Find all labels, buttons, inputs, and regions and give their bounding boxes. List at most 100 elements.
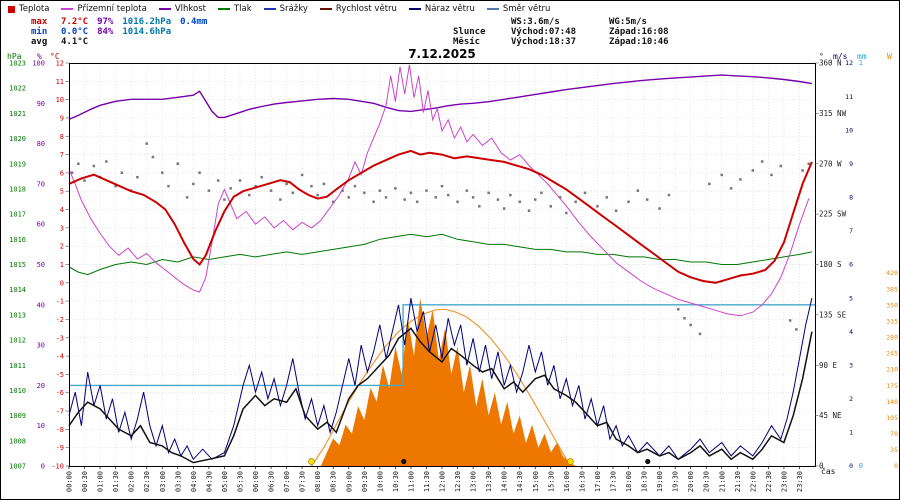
series-wind_ms xyxy=(68,297,813,461)
svg-text:20:00: 20:00 xyxy=(687,471,695,492)
svg-text:17:30: 17:30 xyxy=(609,471,617,492)
svg-text:-1: -1 xyxy=(56,298,64,306)
sunrise-value: Východ:07:48 xyxy=(511,27,577,37)
svg-text:9: 9 xyxy=(849,160,853,168)
svg-text:04:30: 04:30 xyxy=(205,471,213,492)
stat-value: 97% xyxy=(97,17,114,27)
svg-text:180 S: 180 S xyxy=(819,260,842,269)
sun-moon-markers xyxy=(308,458,651,465)
svg-text:W: W xyxy=(887,52,892,61)
svg-text:40: 40 xyxy=(37,301,45,309)
svg-text:0: 0 xyxy=(60,279,64,287)
svg-text:10:30: 10:30 xyxy=(392,471,400,492)
svg-text:140: 140 xyxy=(886,398,898,406)
svg-text:00:30: 00:30 xyxy=(81,471,89,492)
svg-text:1007: 1007 xyxy=(9,463,26,471)
svg-text:70: 70 xyxy=(890,430,898,438)
svg-text:06:00: 06:00 xyxy=(252,471,260,492)
legend-item-vlhkost: Vlhkost xyxy=(158,4,206,14)
svg-text:-7: -7 xyxy=(56,408,64,416)
svg-text:175: 175 xyxy=(886,382,898,390)
svg-text:m/s: m/s xyxy=(833,52,848,61)
svg-text:09:30: 09:30 xyxy=(361,471,369,492)
svg-text:0: 0 xyxy=(819,462,824,471)
svg-text:1023: 1023 xyxy=(9,60,26,68)
svg-text:1011: 1011 xyxy=(9,362,26,370)
stats-row-max: max 7.2°C 97% 1016.2hPa 0.4mm xyxy=(31,17,216,27)
stat-value: 0.0°C xyxy=(61,27,89,37)
ground-temperature-line-icon xyxy=(61,8,74,10)
svg-text:22:30: 22:30 xyxy=(765,471,773,492)
svg-text:10: 10 xyxy=(56,96,64,104)
svg-text:17:00: 17:00 xyxy=(594,471,602,492)
svg-text:105: 105 xyxy=(886,414,898,422)
svg-text:20: 20 xyxy=(37,382,45,390)
chart-title: 7.12.2025 xyxy=(408,47,476,61)
svg-text:385: 385 xyxy=(886,285,898,293)
svg-text:135 SE: 135 SE xyxy=(819,310,847,319)
legend: Teplota Přízemní teplota Vlhkost Tlak Sr… xyxy=(8,4,550,14)
legend-item-naraz-vetru: Náraz větru xyxy=(408,4,475,14)
stat-label: max xyxy=(31,17,48,27)
svg-text:50: 50 xyxy=(37,261,45,269)
svg-text:16:30: 16:30 xyxy=(578,471,586,492)
stat-value: 4.1°C xyxy=(61,37,89,47)
svg-text:13:00: 13:00 xyxy=(470,471,478,492)
svg-text:1020: 1020 xyxy=(9,135,26,143)
svg-text:7: 7 xyxy=(849,227,853,235)
svg-text:-8: -8 xyxy=(56,426,64,434)
svg-text:02:30: 02:30 xyxy=(143,471,151,492)
svg-text:mm: mm xyxy=(857,52,867,61)
svg-text:1: 1 xyxy=(60,261,64,269)
svg-text:10:00: 10:00 xyxy=(376,471,384,492)
legend-item-rychlost-vetru: Rychlost větru xyxy=(319,4,397,14)
svg-text:15:00: 15:00 xyxy=(532,471,540,492)
stat-value: 7.2°C xyxy=(61,17,89,27)
stat-value: 0.4mm xyxy=(180,17,208,27)
moon-dot xyxy=(645,458,651,465)
stat-label: avg xyxy=(31,37,48,47)
svg-text:8: 8 xyxy=(849,194,853,202)
svg-text:07:00: 07:00 xyxy=(283,471,291,492)
svg-text:05:00: 05:00 xyxy=(221,471,229,492)
svg-text:3: 3 xyxy=(849,361,853,369)
series-layer xyxy=(68,64,815,467)
svg-text:350: 350 xyxy=(886,301,898,309)
svg-text:18:00: 18:00 xyxy=(625,471,633,492)
wind-summary: WS:3.6m/s WG:5m/s xyxy=(453,17,707,27)
svg-text:18:30: 18:30 xyxy=(641,471,649,492)
svg-text:1015: 1015 xyxy=(9,261,26,269)
svg-text:-6: -6 xyxy=(56,389,64,397)
legend-label: Vlhkost xyxy=(174,4,206,14)
plot-frame xyxy=(69,63,816,467)
svg-text:70: 70 xyxy=(37,180,45,188)
svg-text:6: 6 xyxy=(60,169,64,177)
svg-text:23:00: 23:00 xyxy=(780,471,788,492)
wind-speed-line-icon xyxy=(319,8,332,10)
svg-text:12: 12 xyxy=(56,60,64,68)
svg-text:%: % xyxy=(37,52,42,61)
svg-text:30: 30 xyxy=(37,342,45,350)
svg-text:245: 245 xyxy=(886,350,898,358)
svg-text:16:00: 16:00 xyxy=(563,471,571,492)
legend-item-smer-vetru: Směr větru xyxy=(486,4,550,14)
stats-row-min: min 0.0°C 84% 1014.6hPa xyxy=(31,27,216,37)
svg-text:-5: -5 xyxy=(56,371,64,379)
legend-item-prizemni-teplota: Přízemní teplota xyxy=(61,4,147,14)
svg-text:°C: °C xyxy=(50,52,60,61)
wind-direction-line-icon xyxy=(486,8,499,10)
svg-text:01:30: 01:30 xyxy=(112,471,120,492)
svg-text:02:00: 02:00 xyxy=(128,471,136,492)
sun-times: Slunce Východ:07:48 Západ:16:08 xyxy=(453,27,707,37)
svg-text:100: 100 xyxy=(32,60,45,68)
svg-text:12: 12 xyxy=(845,59,853,67)
svg-text:11:30: 11:30 xyxy=(423,471,431,492)
svg-text:1021: 1021 xyxy=(9,110,26,118)
svg-text:-9: -9 xyxy=(56,444,64,452)
solar-radiation-area xyxy=(320,298,576,466)
svg-text:270 W: 270 W xyxy=(819,159,842,168)
svg-text:-10: -10 xyxy=(51,463,64,471)
moon-times: Měsíc Východ:18:37 Západ:10:46 xyxy=(453,37,707,47)
svg-text:-2: -2 xyxy=(56,316,64,324)
svg-text:21:00: 21:00 xyxy=(718,471,726,492)
